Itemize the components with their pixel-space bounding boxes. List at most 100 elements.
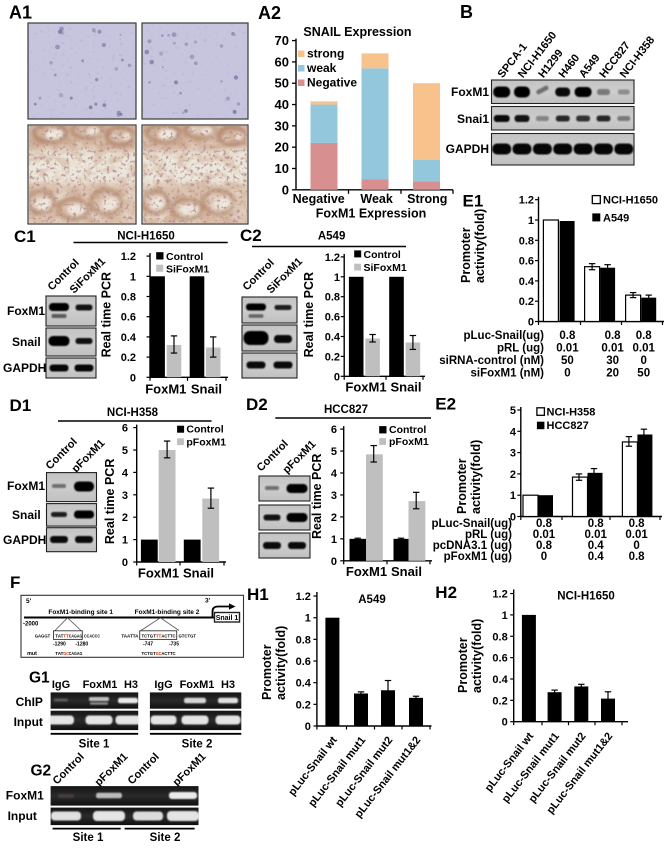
svg-text:H3: H3 (124, 679, 138, 691)
svg-text:A1: A1 (9, 3, 32, 23)
svg-text:strong: strong (307, 47, 344, 61)
svg-text:Snail: Snail (391, 564, 422, 579)
svg-text:1: 1 (502, 610, 508, 622)
svg-text:Control: Control (364, 249, 401, 261)
svg-text:1: 1 (510, 490, 516, 502)
svg-text:A2: A2 (258, 3, 281, 23)
svg-text:pRL (ug): pRL (ug) (465, 529, 512, 541)
svg-text:Snail: Snail (12, 335, 41, 349)
svg-text:2: 2 (331, 512, 337, 524)
svg-text:TT: TT (63, 633, 68, 639)
svg-text:Promoter: Promoter (260, 644, 274, 700)
svg-text:0.4: 0.4 (519, 276, 535, 288)
svg-text:H2: H2 (435, 583, 457, 602)
svg-text:FoxM1: FoxM1 (346, 564, 387, 579)
svg-text:6: 6 (331, 424, 337, 436)
svg-text:0.6: 0.6 (296, 656, 311, 668)
svg-text:20: 20 (606, 368, 619, 380)
svg-text:NCI-H1650: NCI-H1650 (557, 591, 615, 603)
svg-text:0.2: 0.2 (492, 695, 507, 707)
svg-text:6: 6 (122, 423, 128, 435)
svg-text:-1290: -1290 (53, 642, 66, 648)
svg-text:pFoxM1: pFoxM1 (389, 436, 429, 448)
svg-text:FoxM1-binding site 1: FoxM1-binding site 1 (48, 609, 113, 616)
svg-text:2: 2 (510, 469, 516, 481)
svg-text:Promoter: Promoter (455, 458, 469, 514)
svg-text:mut: mut (27, 651, 37, 657)
svg-text:0.2: 0.2 (121, 352, 136, 364)
svg-text:Snail: Snail (390, 379, 421, 394)
svg-text:FoxM1-binding site 2: FoxM1-binding site 2 (135, 609, 200, 616)
svg-text:Input: Input (8, 809, 37, 823)
svg-text:0: 0 (564, 368, 570, 380)
svg-text:50: 50 (561, 355, 574, 367)
svg-text:Promoter: Promoter (459, 227, 473, 283)
svg-text:0.8: 0.8 (559, 330, 576, 342)
svg-text:5: 5 (122, 445, 128, 457)
svg-text:30: 30 (606, 355, 619, 367)
svg-text:0: 0 (633, 540, 639, 552)
svg-text:0: 0 (510, 512, 516, 524)
svg-text:50: 50 (637, 368, 650, 380)
svg-text:0: 0 (502, 717, 508, 729)
svg-text:1.2: 1.2 (325, 252, 340, 264)
svg-text:70: 70 (275, 33, 289, 48)
svg-text:0.01: 0.01 (625, 529, 648, 541)
svg-text:E1: E1 (463, 192, 484, 211)
svg-text:SNAIL Expression: SNAIL Expression (303, 25, 411, 39)
svg-text:Snail: Snail (183, 566, 214, 581)
svg-text:C1: C1 (14, 227, 36, 246)
svg-text:Site 1: Site 1 (79, 739, 110, 751)
svg-text:3': 3' (205, 598, 211, 605)
svg-text:1: 1 (528, 215, 534, 227)
svg-text:GAPDH: GAPDH (446, 142, 489, 156)
svg-text:FoxM1: FoxM1 (7, 304, 45, 318)
svg-text:ACTTC: ACTTC (161, 633, 176, 639)
svg-text:0.8: 0.8 (492, 631, 507, 643)
svg-text:Site 2: Site 2 (150, 832, 181, 844)
svg-text:TT: TT (156, 633, 162, 639)
svg-text:Control: Control (186, 424, 223, 436)
svg-text:Control: Control (166, 251, 203, 263)
svg-text:H1: H1 (247, 585, 269, 604)
svg-text:TAT: TAT (55, 651, 63, 657)
svg-text:1: 1 (122, 535, 128, 547)
svg-text:-747: -747 (143, 642, 153, 648)
svg-text:TAATTA: TAATTA (121, 633, 138, 639)
svg-text:E2: E2 (435, 395, 456, 414)
svg-text:5: 5 (510, 405, 516, 417)
svg-text:TCTGT: TCTGT (142, 633, 156, 639)
svg-text:4: 4 (331, 468, 338, 480)
svg-text:-2000: -2000 (23, 622, 39, 628)
svg-text:GAGGT: GAGGT (35, 633, 51, 639)
svg-text:pFoxM1 (ug): pFoxM1 (ug) (444, 551, 513, 563)
svg-text:-735: -735 (169, 642, 179, 648)
svg-text:0.6: 0.6 (519, 256, 534, 268)
svg-text:0.8: 0.8 (588, 518, 605, 530)
svg-text:1: 1 (130, 271, 136, 283)
svg-text:60: 60 (275, 54, 289, 69)
svg-text:H3: H3 (221, 679, 235, 691)
svg-text:0.2: 0.2 (325, 351, 340, 363)
svg-text:Real time PCR: Real time PCR (103, 459, 117, 544)
svg-text:0.4: 0.4 (588, 551, 605, 563)
svg-text:Weak: Weak (360, 192, 392, 206)
svg-text:D1: D1 (10, 396, 32, 415)
svg-text:Negative: Negative (307, 76, 357, 90)
svg-text:5': 5' (26, 598, 32, 605)
svg-text:Snai1: Snai1 (457, 112, 489, 126)
svg-text:1.2: 1.2 (121, 251, 136, 263)
svg-text:1.2: 1.2 (519, 195, 534, 207)
svg-text:HCC827: HCC827 (547, 420, 589, 432)
svg-text:2: 2 (122, 512, 128, 524)
svg-text:3: 3 (122, 490, 128, 502)
svg-text:0.8: 0.8 (629, 518, 646, 530)
svg-text:GAPDH: GAPDH (3, 361, 46, 375)
svg-text:siFoxM1 (nM): siFoxM1 (nM) (471, 368, 545, 380)
svg-text:HCC827: HCC827 (324, 404, 368, 416)
svg-text:NCI-H358: NCI-H358 (547, 406, 596, 418)
svg-text:CAGAG: CAGAG (69, 633, 83, 639)
svg-text:0.8: 0.8 (629, 551, 646, 563)
svg-text:0.8: 0.8 (605, 330, 622, 342)
svg-text:F: F (10, 573, 20, 592)
